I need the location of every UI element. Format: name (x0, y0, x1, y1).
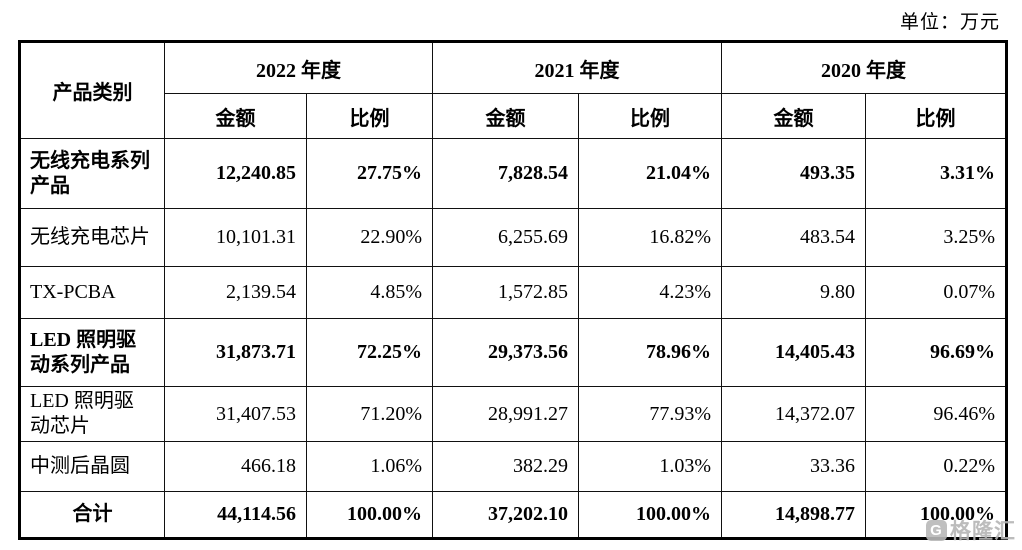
ratio-2021: 4.23% (578, 266, 722, 319)
amount-header-2020: 金额 (721, 93, 866, 139)
product-category-header: 产品类别 (19, 41, 165, 139)
ratio-2022: 72.25% (306, 318, 433, 387)
table-row-led-driver-chip: LED 照明驱动芯片 31,407.53 71.20% 28,991.27 77… (19, 386, 1007, 442)
table-row-wireless-charging-series: 无线充电系列产品 12,240.85 27.75% 7,828.54 21.04… (19, 138, 1007, 209)
ratio-2020: 3.31% (865, 138, 1007, 209)
table-row-tx-pcba: TX-PCBA 2,139.54 4.85% 1,572.85 4.23% 9.… (19, 266, 1007, 319)
amount-2022: 31,407.53 (164, 386, 307, 442)
year-header-2020: 2020 年度 (721, 41, 1007, 94)
unit-label: 单位：万元 (899, 12, 1000, 33)
table-row-wireless-charging-chip: 无线充电芯片 10,101.31 22.90% 6,255.69 16.82% … (19, 208, 1007, 267)
ratio-2021: 100.00% (578, 491, 722, 539)
ratio-2020: 0.07% (865, 266, 1007, 319)
ratio-2022: 22.90% (306, 208, 433, 267)
row-label: 无线充电芯片 (19, 208, 165, 267)
amount-2021: 6,255.69 (432, 208, 579, 267)
ratio-2020: 96.46% (865, 386, 1007, 442)
amount-2021: 28,991.27 (432, 386, 579, 442)
amount-2021: 29,373.56 (432, 318, 579, 387)
year-header-2022: 2022 年度 (164, 41, 433, 94)
ratio-2022: 4.85% (306, 266, 433, 319)
ratio-2021: 16.82% (578, 208, 722, 267)
amount-2020: 14,405.43 (721, 318, 866, 387)
amount-2021: 382.29 (432, 441, 579, 492)
amount-2020: 14,372.07 (721, 386, 866, 442)
ratio-2022: 100.00% (306, 491, 433, 539)
row-label: LED 照明驱动芯片 (19, 386, 165, 442)
ratio-2021: 1.03% (578, 441, 722, 492)
amount-2022: 466.18 (164, 441, 307, 492)
ratio-2022: 1.06% (306, 441, 433, 492)
ratio-2022: 27.75% (306, 138, 433, 209)
amount-2021: 37,202.10 (432, 491, 579, 539)
amount-2022: 44,114.56 (164, 491, 307, 539)
amount-header-2022: 金额 (164, 93, 307, 139)
amount-2020: 33.36 (721, 441, 866, 492)
amount-2021: 1,572.85 (432, 266, 579, 319)
row-label: 中测后晶圆 (19, 441, 165, 492)
amount-2021: 7,828.54 (432, 138, 579, 209)
ratio-2020: 3.25% (865, 208, 1007, 267)
ratio-header-2020: 比例 (865, 93, 1007, 139)
amount-2022: 31,873.71 (164, 318, 307, 387)
year-header-2021: 2021 年度 (432, 41, 722, 94)
amount-2020: 14,898.77 (721, 491, 866, 539)
row-label: 无线充电系列产品 (19, 138, 165, 209)
amount-header-2021: 金额 (432, 93, 579, 139)
amount-2022: 12,240.85 (164, 138, 307, 209)
ratio-2021: 21.04% (578, 138, 722, 209)
table-row-tested-wafer: 中测后晶圆 466.18 1.06% 382.29 1.03% 33.36 0.… (19, 441, 1007, 492)
amount-2020: 483.54 (721, 208, 866, 267)
amount-2020: 9.80 (721, 266, 866, 319)
watermark: G 格隆汇 (926, 515, 1016, 545)
gelonghui-logo-icon: G (926, 519, 947, 541)
ratio-2020: 96.69% (865, 318, 1007, 387)
ratio-2021: 78.96% (578, 318, 722, 387)
amount-2022: 10,101.31 (164, 208, 307, 267)
amount-2020: 493.35 (721, 138, 866, 209)
table-row-led-driver-series: LED 照明驱动系列产品 31,873.71 72.25% 29,373.56 … (19, 318, 1007, 387)
amount-2022: 2,139.54 (164, 266, 307, 319)
row-label: TX-PCBA (19, 266, 165, 319)
ratio-header-2021: 比例 (578, 93, 722, 139)
row-label-total: 合计 (19, 491, 165, 539)
ratio-2021: 77.93% (578, 386, 722, 442)
watermark-text: 格隆汇 (950, 520, 1016, 543)
row-label: LED 照明驱动系列产品 (19, 318, 165, 387)
ratio-2022: 71.20% (306, 386, 433, 442)
table-header-sub-row: 金额 比例 金额 比例 金额 比例 (20, 93, 1007, 139)
ratio-2020: 0.22% (865, 441, 1007, 492)
table-header-year-row: 产品类别 2022 年度 2021 年度 2020 年度 (19, 41, 1007, 139)
table-row-total: 合计 44,114.56 100.00% 37,202.10 100.00% 1… (19, 491, 1007, 539)
ratio-header-2022: 比例 (306, 93, 433, 139)
revenue-breakdown-table: 产品类别 2022 年度 2021 年度 2020 年度 金额 比例 金额 比例… (18, 40, 1008, 540)
